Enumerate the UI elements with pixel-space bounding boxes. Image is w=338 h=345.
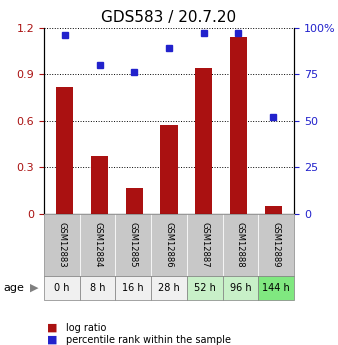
Text: 52 h: 52 h <box>194 283 216 293</box>
Text: GSM12888: GSM12888 <box>236 222 245 268</box>
Text: 8 h: 8 h <box>90 283 105 293</box>
Text: ■: ■ <box>47 335 58 345</box>
Text: GSM12885: GSM12885 <box>129 222 138 268</box>
Bar <box>265 206 282 214</box>
Text: GSM12887: GSM12887 <box>200 222 209 268</box>
Text: 144 h: 144 h <box>262 283 290 293</box>
Text: GSM12883: GSM12883 <box>57 222 66 268</box>
Bar <box>195 68 212 214</box>
Title: GDS583 / 20.7.20: GDS583 / 20.7.20 <box>101 10 237 25</box>
Text: percentile rank within the sample: percentile rank within the sample <box>66 335 231 345</box>
Text: ▶: ▶ <box>29 283 38 293</box>
Text: ■: ■ <box>47 323 58 333</box>
Text: 0 h: 0 h <box>54 283 70 293</box>
Bar <box>160 125 178 214</box>
Text: 16 h: 16 h <box>122 283 144 293</box>
Bar <box>230 37 247 214</box>
Text: 96 h: 96 h <box>230 283 251 293</box>
Bar <box>56 87 73 214</box>
Text: GSM12886: GSM12886 <box>165 222 173 268</box>
Text: age: age <box>3 283 24 293</box>
Text: GSM12884: GSM12884 <box>93 222 102 268</box>
Text: GSM12889: GSM12889 <box>272 222 281 268</box>
Text: 28 h: 28 h <box>158 283 180 293</box>
Bar <box>91 156 108 214</box>
Text: log ratio: log ratio <box>66 323 106 333</box>
Bar <box>126 188 143 214</box>
